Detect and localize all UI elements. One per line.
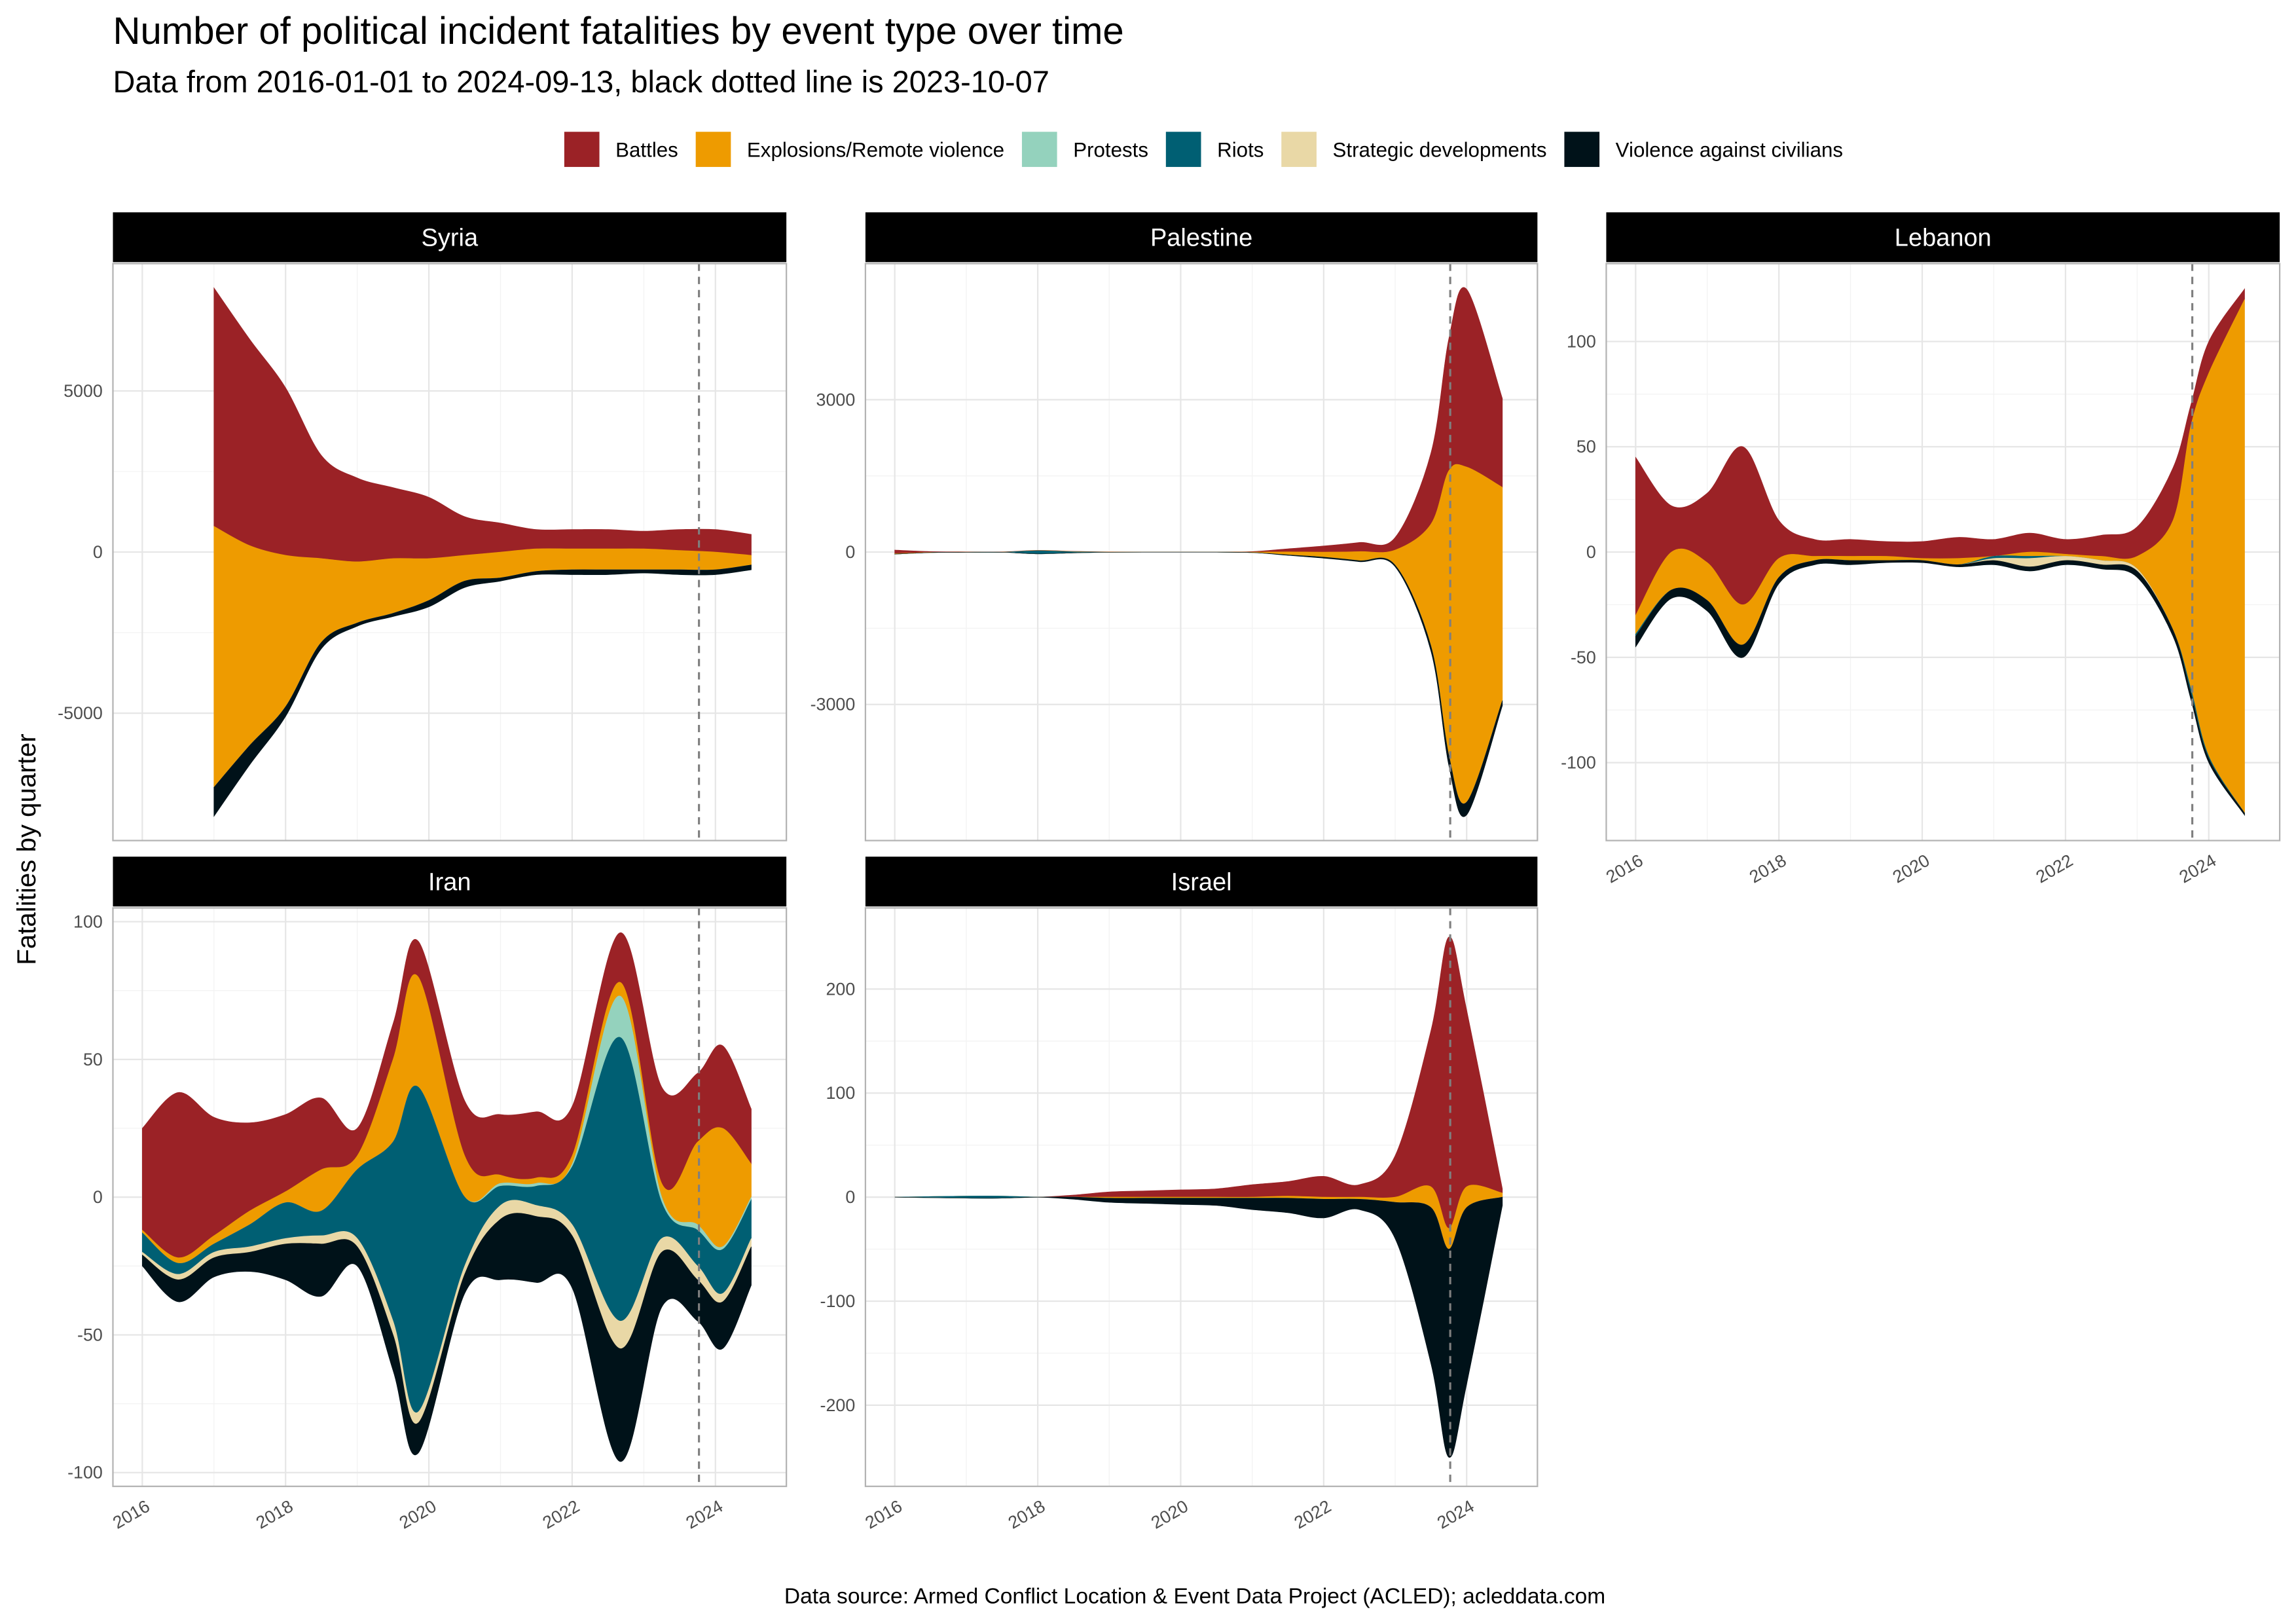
- stream-area: [213, 564, 752, 817]
- y-tick-label: 0: [845, 542, 855, 562]
- legend-swatch: [1281, 132, 1317, 167]
- y-tick-label: -50: [77, 1325, 103, 1344]
- chart-title: Number of political incident fatalities …: [113, 10, 1123, 52]
- y-tick-label: 100: [73, 912, 103, 931]
- facet: Palestine -3000 0 3000: [811, 212, 1539, 841]
- strip-background: [865, 857, 1538, 907]
- panel-border: [1605, 263, 2281, 841]
- y-axis-label: Fatalities by quarter: [12, 733, 41, 965]
- legend-swatch: [1021, 132, 1057, 167]
- stream-area: [1635, 559, 2245, 817]
- stream-area: [894, 1196, 1503, 1458]
- legend-label: Explosions/Remote violence: [747, 138, 1004, 161]
- legend-swatch: [695, 132, 731, 167]
- strip-title: Israel: [1171, 869, 1232, 896]
- legend-label: Battles: [615, 138, 678, 161]
- y-tick-label: -100: [820, 1291, 856, 1311]
- legend-item: Violence against civilians: [1564, 132, 1843, 167]
- panel-border: [864, 263, 1539, 841]
- y-tick-label: -100: [67, 1463, 103, 1483]
- strip-background: [113, 212, 787, 263]
- y-tick-label: 0: [845, 1187, 855, 1207]
- stream-area: [141, 1213, 752, 1462]
- y-tick-label: 0: [93, 1187, 103, 1207]
- y-tick-label: -3000: [811, 695, 856, 714]
- legend-swatch: [1165, 132, 1201, 167]
- y-tick-label: 100: [826, 1083, 855, 1103]
- facet: Syria -5000 0 5000: [58, 212, 788, 841]
- y-tick-label: -50: [1571, 648, 1596, 667]
- y-tick-label: 50: [1576, 437, 1596, 456]
- y-tick-label: 0: [1586, 542, 1596, 562]
- y-tick-label: 50: [83, 1050, 103, 1069]
- legend-item: Explosions/Remote violence: [695, 132, 1004, 167]
- y-tick-label: -5000: [58, 703, 103, 723]
- strip-title: Lebanon: [1895, 225, 1992, 252]
- legend-label: Protests: [1073, 138, 1148, 161]
- strip-title: Syria: [422, 225, 479, 252]
- y-tick-label: 200: [826, 979, 855, 999]
- legend-item: Strategic developments: [1281, 132, 1547, 167]
- legend-item: Riots: [1165, 132, 1264, 167]
- legend-swatch: [564, 132, 600, 167]
- legend-swatch: [1564, 132, 1600, 167]
- y-tick-label: -100: [1561, 753, 1596, 773]
- legend-label: Riots: [1217, 138, 1264, 161]
- y-tick-label: 5000: [64, 381, 103, 401]
- strip-title: Iran: [428, 869, 471, 896]
- panel-border: [112, 263, 788, 841]
- legend-label: Violence against civilians: [1616, 138, 1843, 161]
- panel-border: [112, 907, 788, 1487]
- strip-background: [1606, 212, 2280, 263]
- stream-area: [894, 551, 1503, 817]
- legend-item: Protests: [1021, 132, 1148, 167]
- y-tick-label: 100: [1567, 331, 1596, 351]
- panel-border: [864, 907, 1539, 1487]
- strip-background: [865, 212, 1538, 263]
- legend-label: Strategic developments: [1333, 138, 1547, 161]
- caption: Data source: Armed Conflict Location & E…: [784, 1585, 1605, 1609]
- strip-title: Palestine: [1150, 225, 1252, 252]
- y-tick-label: -200: [820, 1395, 856, 1415]
- y-tick-label: 3000: [816, 390, 856, 409]
- strip-background: [113, 857, 787, 907]
- chart-subtitle: Data from 2016-01-01 to 2024-09-13, blac…: [113, 64, 1049, 99]
- y-tick-label: 0: [93, 542, 103, 562]
- legend-item: Battles: [564, 132, 678, 167]
- legend: Battles Explosions/Remote violence Protest…: [564, 132, 1843, 167]
